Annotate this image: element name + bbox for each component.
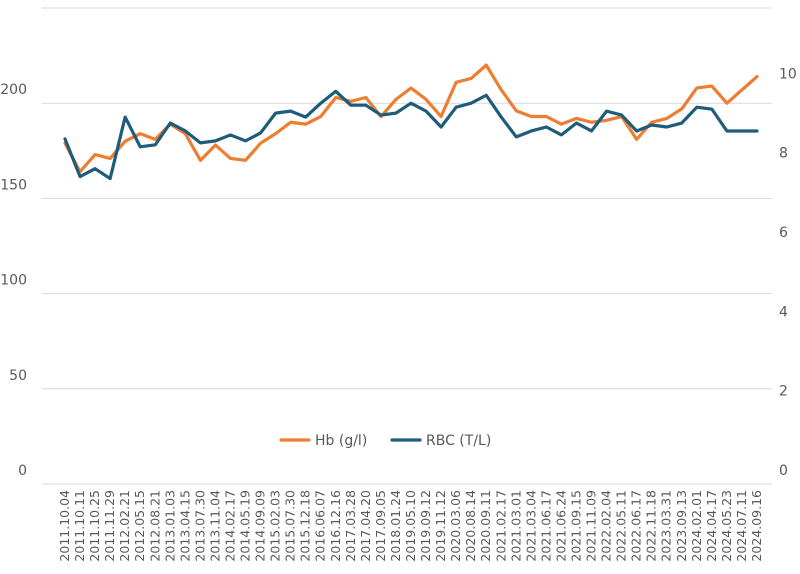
- x-tick-label: 2024.07.11: [734, 490, 749, 562]
- right-axis: 0 2 4 6 8 10 12: [779, 0, 797, 479]
- x-tick-label: 2017.09.05: [373, 490, 388, 562]
- left-axis: 0 50 100 150 200 250: [0, 0, 27, 479]
- x-tick-label: 2021.03.04: [523, 490, 538, 562]
- x-tick-label: 2020.03.06: [448, 490, 463, 562]
- x-tick-label: 2021.09.15: [568, 490, 583, 562]
- right-tick-label: 2: [779, 384, 788, 400]
- x-tick-label: 2020.09.11: [478, 490, 493, 562]
- legend-label: Hb (g/l): [315, 433, 367, 449]
- x-tick-label: 2015.07.30: [283, 490, 298, 562]
- right-tick-label: 8: [779, 146, 788, 162]
- x-tick-label: 2017.04.20: [358, 490, 373, 562]
- x-tick-label: 2011.10.11: [72, 490, 87, 562]
- x-tick-label: 2021.03.01: [508, 490, 523, 562]
- x-tick-label: 2018.01.24: [388, 490, 403, 562]
- x-tick-label: 2022.11.18: [644, 490, 659, 562]
- right-tick-label: 6: [779, 225, 788, 241]
- left-tick-label: 200: [0, 82, 27, 98]
- x-tick-label: 2023.03.31: [659, 490, 674, 562]
- x-tick-label: 2022.02.04: [599, 490, 614, 562]
- x-tick-label: 2014.05.19: [238, 490, 253, 562]
- x-tick-label: 2019.09.12: [418, 490, 433, 562]
- x-tick-label: 2011.11.29: [102, 490, 117, 562]
- x-tick-label: 2024.02.01: [689, 490, 704, 562]
- x-tick-label: 2021.11.09: [584, 490, 599, 562]
- x-tick-label: 2022.06.17: [629, 490, 644, 562]
- x-tick-label: 2012.08.21: [147, 490, 162, 562]
- x-tick-label: 2015.02.03: [268, 490, 283, 562]
- left-tick-label: 0: [18, 463, 27, 479]
- x-tick-label: 2011.10.25: [87, 490, 102, 562]
- left-tick-label: 50: [9, 368, 27, 384]
- x-tick-label: 2023.09.13: [674, 490, 689, 562]
- x-tick-label: 2012.05.15: [132, 490, 147, 562]
- x-axis: 2011.10.04 2011.10.11 2011.10.25 2011.11.29…: [57, 490, 764, 562]
- x-tick-label: 2016.06.07: [313, 490, 328, 562]
- legend: Hb (g/l) RBC (T/L): [279, 433, 491, 449]
- left-tick-label: 150: [0, 177, 27, 193]
- grid-lines: [42, 7, 772, 485]
- x-tick-label: 2024.05.23: [719, 490, 734, 562]
- x-tick-label: 2022.05.11: [614, 490, 629, 562]
- series-line-hb: [63, 63, 759, 174]
- x-tick-label: 2021.02.17: [493, 490, 508, 562]
- legend-label: RBC (T/L): [426, 433, 491, 449]
- series-lines: [63, 63, 759, 181]
- x-tick-label: 2013.11.04: [207, 490, 222, 562]
- x-tick-label: 2014.09.09: [253, 490, 268, 562]
- right-tick-label: 0: [779, 463, 788, 479]
- right-tick-label: 12: [779, 0, 797, 3]
- x-tick-label: 2014.02.17: [222, 490, 237, 562]
- x-tick-label: 2024.04.17: [704, 490, 719, 562]
- x-tick-label: 2024.09.16: [749, 490, 764, 562]
- x-tick-label: 2017.03.28: [343, 490, 358, 562]
- x-tick-label: 2020.08.14: [463, 490, 478, 562]
- x-tick-label: 2019.05.10: [403, 490, 418, 562]
- left-tick-label: 100: [0, 273, 27, 289]
- x-tick-label: 2015.12.18: [298, 490, 313, 562]
- x-tick-label: 2016.12.16: [328, 490, 343, 562]
- left-tick-label: 250: [0, 0, 27, 3]
- series-line-rbc: [63, 89, 759, 181]
- x-tick-label: 2013.01.03: [162, 490, 177, 562]
- x-tick-label: 2019.11.12: [433, 490, 448, 562]
- x-tick-label: 2021.06.24: [553, 490, 568, 562]
- x-tick-label: 2013.07.30: [192, 490, 207, 562]
- x-tick-label: 2021.06.17: [538, 490, 553, 562]
- right-tick-label: 10: [779, 66, 797, 82]
- right-tick-label: 4: [779, 304, 788, 320]
- x-tick-label: 2011.10.04: [57, 490, 72, 562]
- x-tick-label: 2012.02.21: [117, 490, 132, 562]
- x-tick-label: 2013.04.15: [177, 490, 192, 562]
